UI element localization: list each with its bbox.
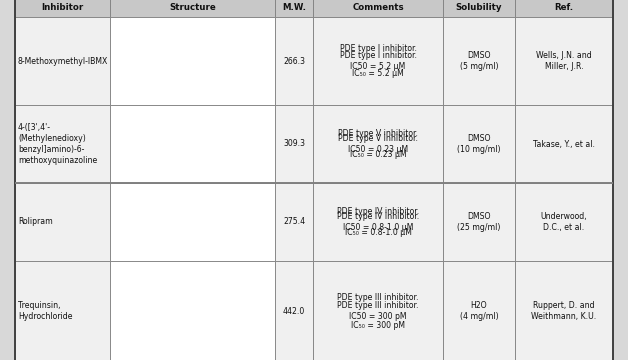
Bar <box>15 17 110 105</box>
Bar <box>313 105 443 183</box>
Bar <box>110 105 275 183</box>
Bar <box>15 261 110 360</box>
Text: 4-([3',4'-
(Methylenedioxy)
benzyl]amino)-6-
methoxyquinazoline: 4-([3',4'- (Methylenedioxy) benzyl]amino… <box>18 123 97 165</box>
Bar <box>313 105 443 183</box>
Text: Takase, Y., et al.: Takase, Y., et al. <box>533 139 595 148</box>
Text: IC₅₀ = 0.8-1.0 μM: IC₅₀ = 0.8-1.0 μM <box>345 229 411 238</box>
Bar <box>15 183 110 261</box>
Text: PDE type I inhibitor.: PDE type I inhibitor. <box>340 44 416 53</box>
Text: Solubility: Solubility <box>456 4 502 13</box>
Bar <box>275 261 313 360</box>
Text: PDE type I inhibitor.
IC50 = 5.2 μM: PDE type I inhibitor. IC50 = 5.2 μM <box>340 51 416 71</box>
Bar <box>313 183 443 261</box>
Text: Structure: Structure <box>169 4 216 13</box>
Bar <box>110 261 275 360</box>
Bar <box>275 0 313 17</box>
Bar <box>110 183 275 261</box>
Bar <box>443 17 515 105</box>
Text: Ruppert, D. and
Weithmann, K.U.: Ruppert, D. and Weithmann, K.U. <box>531 301 597 321</box>
Text: 275.4: 275.4 <box>283 217 305 226</box>
Bar <box>110 0 275 17</box>
Text: PDE type V inhibitor.: PDE type V inhibitor. <box>338 129 418 138</box>
Bar <box>313 17 443 105</box>
Bar <box>275 105 313 183</box>
Text: Underwood,
D.C., et al.: Underwood, D.C., et al. <box>541 212 587 232</box>
Text: H2O
(4 mg/ml): H2O (4 mg/ml) <box>460 301 498 321</box>
Bar <box>275 17 313 105</box>
Text: Comments: Comments <box>352 4 404 13</box>
Text: IC₅₀ = 300 pM: IC₅₀ = 300 pM <box>351 320 405 329</box>
Bar <box>110 17 275 105</box>
Text: 266.3: 266.3 <box>283 57 305 66</box>
Bar <box>15 0 110 17</box>
Text: IC₅₀ = 5.2 μM: IC₅₀ = 5.2 μM <box>352 69 404 78</box>
Text: Wells, J.N. and
Miller, J.R.: Wells, J.N. and Miller, J.R. <box>536 51 592 71</box>
Text: 442.0: 442.0 <box>283 306 305 315</box>
Bar <box>443 183 515 261</box>
Bar <box>110 105 275 183</box>
Bar <box>515 105 613 183</box>
Text: 309.3: 309.3 <box>283 139 305 148</box>
Bar <box>313 261 443 360</box>
Bar <box>515 261 613 360</box>
Text: IC₅₀ = 0.23 μM: IC₅₀ = 0.23 μM <box>350 150 406 159</box>
Text: 8-Methoxymethyl-IBMX: 8-Methoxymethyl-IBMX <box>18 57 108 66</box>
Bar <box>515 0 613 17</box>
Text: DMSO
(25 mg/ml): DMSO (25 mg/ml) <box>457 212 501 232</box>
Text: Rolipram: Rolipram <box>18 217 53 226</box>
Bar <box>313 17 443 105</box>
Bar <box>110 17 275 105</box>
Bar <box>443 0 515 17</box>
Bar <box>443 105 515 183</box>
Bar <box>110 183 275 261</box>
Bar <box>275 183 313 261</box>
Bar <box>515 17 613 105</box>
Bar <box>313 183 443 261</box>
Text: PDE type IV inhibitor.: PDE type IV inhibitor. <box>337 207 419 216</box>
Text: PDE type III inhibitor.: PDE type III inhibitor. <box>337 292 419 302</box>
Text: Trequinsin,
Hydrochloride: Trequinsin, Hydrochloride <box>18 301 72 321</box>
Text: DMSO
(5 mg/ml): DMSO (5 mg/ml) <box>460 51 498 71</box>
Text: Inhibitor: Inhibitor <box>41 4 84 13</box>
Text: Ref.: Ref. <box>555 4 573 13</box>
Text: PDE type III inhibitor.
IC50 = 300 pM: PDE type III inhibitor. IC50 = 300 pM <box>337 301 419 321</box>
Bar <box>15 105 110 183</box>
Text: DMSO
(10 mg/ml): DMSO (10 mg/ml) <box>457 134 501 154</box>
Bar <box>443 261 515 360</box>
Bar <box>313 0 443 17</box>
Bar <box>110 261 275 360</box>
Bar <box>515 183 613 261</box>
Text: M.W.: M.W. <box>282 4 306 13</box>
Text: PDE type IV inhibitor.
IC50 = 0.8-1.0 μM: PDE type IV inhibitor. IC50 = 0.8-1.0 μM <box>337 212 419 232</box>
Bar <box>313 261 443 360</box>
Text: PDE type V inhibitor.
IC50 = 0.23 μM: PDE type V inhibitor. IC50 = 0.23 μM <box>338 134 418 154</box>
